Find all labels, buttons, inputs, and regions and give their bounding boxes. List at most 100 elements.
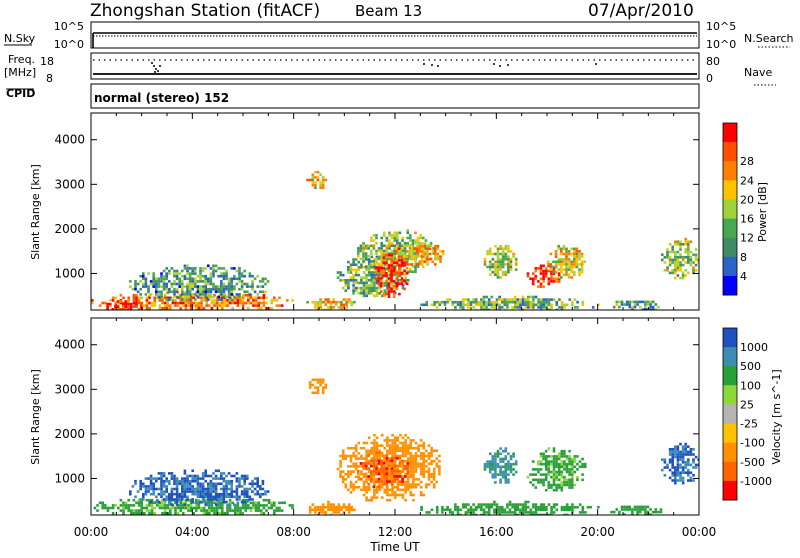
power-cell <box>426 247 429 251</box>
velocity-cell <box>435 449 439 453</box>
velocity-cell <box>270 504 273 507</box>
power-cell <box>336 276 340 279</box>
velocity-cell <box>213 511 216 515</box>
velocity-cell <box>430 480 433 484</box>
power-cell <box>127 296 130 300</box>
velocity-cell <box>555 457 558 461</box>
velocity-cell <box>186 479 189 483</box>
velocity-cell <box>576 455 579 458</box>
velocity-cell <box>532 513 535 515</box>
velocity-cell <box>347 511 351 514</box>
velocity-cell <box>183 485 187 488</box>
velocity-cell <box>196 479 200 483</box>
velocity-cell <box>414 467 418 471</box>
power-cell <box>545 303 548 307</box>
power-cell <box>357 254 360 258</box>
power-cell <box>644 303 647 306</box>
velocity-cell <box>671 458 674 461</box>
power-cell <box>181 290 184 294</box>
velocity-cell <box>259 487 262 491</box>
velocity-cell <box>364 464 368 468</box>
velocity-cell <box>404 483 407 486</box>
velocity-cell <box>514 460 518 463</box>
velocity-cell <box>124 506 128 510</box>
power-cell <box>199 267 202 270</box>
velocity-cell <box>401 496 405 499</box>
velocity-cell <box>144 477 148 480</box>
velocity-cell <box>396 454 400 458</box>
velocity-cell <box>352 452 355 455</box>
velocity-cell <box>488 452 492 456</box>
velocity-cell <box>148 498 151 502</box>
power-cell <box>222 282 226 286</box>
velocity-cell <box>529 508 533 512</box>
velocity-cell <box>494 455 497 458</box>
velocity-cell <box>507 478 510 482</box>
power-cell <box>436 247 440 251</box>
power-cell <box>340 300 343 304</box>
velocity-cell <box>373 467 376 471</box>
power-cell <box>160 295 163 299</box>
velocity-cell <box>240 492 244 496</box>
power-cell <box>220 293 223 296</box>
power-cell <box>474 303 478 307</box>
power-cell <box>578 255 581 258</box>
velocity-cell <box>430 462 433 466</box>
velocity-cell <box>153 506 156 510</box>
power-cell <box>215 306 219 310</box>
velocity-cell <box>427 452 431 455</box>
velocity-cell <box>319 508 322 512</box>
power-cell <box>218 301 221 305</box>
velocity-cell <box>215 509 219 512</box>
velocity-cell <box>174 511 177 515</box>
velocity-cell <box>378 467 381 471</box>
power-cell <box>311 181 315 184</box>
velocity-cell <box>256 492 259 496</box>
velocity-cell <box>521 513 525 515</box>
power-cell <box>140 305 143 308</box>
velocity-cell <box>321 388 325 392</box>
power-cell <box>575 247 579 251</box>
power-cell <box>507 257 510 261</box>
velocity-cell <box>243 482 246 486</box>
power-cell <box>496 247 500 251</box>
velocity-cell <box>130 509 133 512</box>
velocity-cell <box>488 462 492 466</box>
velocity-cell <box>550 505 553 509</box>
velocity-cell <box>692 453 695 456</box>
velocity-cell <box>419 454 423 458</box>
velocity-cell <box>93 506 97 510</box>
power-cell <box>573 265 576 269</box>
velocity-cell <box>314 378 317 382</box>
power-cell <box>362 247 365 250</box>
velocity-cell <box>537 462 540 466</box>
power-cell <box>142 282 145 286</box>
power-cell <box>491 257 495 261</box>
velocity-cell <box>162 479 166 483</box>
velocity-cell <box>373 488 376 492</box>
velocity-cell <box>404 439 407 442</box>
velocity-cell <box>170 487 174 491</box>
velocity-cell <box>508 511 512 514</box>
velocity-cell <box>388 449 392 453</box>
velocity-cell <box>560 452 564 456</box>
power-cell <box>183 295 187 299</box>
velocity-cell <box>521 503 525 506</box>
power-cell <box>160 272 163 275</box>
velocity-cell <box>311 383 315 387</box>
power-cell <box>547 308 551 310</box>
power-cell <box>253 290 257 294</box>
power-cell <box>671 258 674 262</box>
power-cell <box>187 304 190 307</box>
velocity-cell <box>687 450 690 454</box>
power-cell <box>401 257 404 261</box>
power-cell <box>597 303 600 307</box>
power-cell <box>357 286 361 290</box>
velocity-cell <box>422 459 426 463</box>
power-cell <box>344 279 348 282</box>
power-cell <box>106 302 109 306</box>
power-cell <box>158 306 162 310</box>
velocity-cell <box>419 462 423 466</box>
power-cell <box>550 269 553 273</box>
power-cell <box>552 265 555 269</box>
